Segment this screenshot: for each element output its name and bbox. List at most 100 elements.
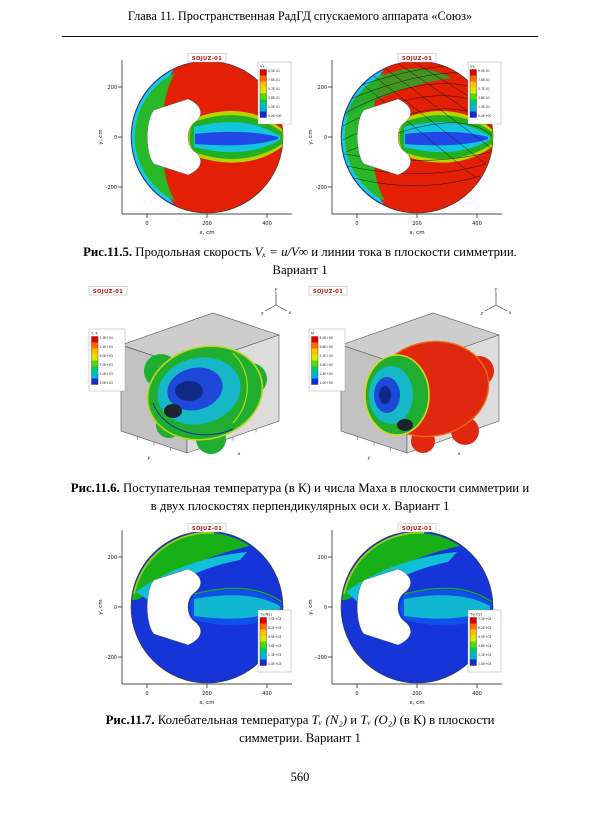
fig-11-5-caption: Рис.11.5. Продольная скорость Vₓ = u/V∞ … — [40, 243, 560, 279]
caption-formula: Vₓ = u/V∞ — [254, 245, 308, 259]
caption-line1: Рис.11.7. Колебательная температура Tᵥ (… — [40, 711, 560, 729]
legend-tick: 4.9E+03 — [478, 635, 491, 639]
triad-z-label: z — [480, 312, 484, 317]
fig-11-7-left-plot: SOJUZ-01 Tv(N2) 7.5E+03 6.2E+03 4.9E+03 … — [92, 522, 298, 707]
legend-tick: 1.0E+03 — [478, 662, 491, 666]
legend-tick: 3.8E-01 — [268, 96, 280, 100]
plot-title: SOJUZ-01 — [88, 286, 128, 296]
outside-mask — [92, 52, 298, 237]
legend-tick: 4.9E+03 — [268, 635, 281, 639]
triad-y-label: y — [274, 288, 278, 293]
triad-y-label: y — [494, 288, 498, 293]
header-divider — [62, 36, 538, 37]
y-axis-label: y, cm — [98, 129, 104, 144]
legend-tick: 7.0E+03 — [100, 363, 113, 367]
legend-tick: 2.3E+03 — [268, 653, 281, 657]
legend-tick: 5.2E+00 — [320, 354, 333, 358]
figure-label: Рис.11.5. — [83, 245, 133, 259]
legend-tick: 2.4E+00 — [320, 372, 333, 376]
x-axis-label: x, cm — [409, 230, 424, 236]
x-tick: 0 — [145, 221, 148, 227]
fig-11-7-right-plot: SOJUZ-01 Tv(O2) 7.5E+03 6.2E+03 4.9E+03 … — [302, 522, 508, 707]
caption-text: Колебательная температура — [157, 713, 309, 727]
outside-mask — [302, 522, 508, 707]
y-tick: 0 — [114, 605, 117, 611]
legend-tick: 6.2E+03 — [478, 626, 491, 630]
plot-title-text: SOJUZ-01 — [313, 289, 343, 295]
outside-mask — [92, 522, 298, 707]
legend-title: T, K — [90, 332, 98, 336]
y-tick: -200 — [316, 655, 327, 661]
triad-z-label: z — [260, 312, 264, 317]
y-tick: 200 — [107, 85, 117, 91]
isosurface — [364, 340, 494, 453]
fig-11-5-right-plot: SOJUZ-01 Vx 9.5E-01 7.6E-01 5.7E-01 3.8E… — [302, 52, 508, 237]
plot-title-text: SOJUZ-01 — [93, 289, 123, 295]
x-tick: 200 — [202, 691, 212, 697]
legend-tick: 3.0E+03 — [100, 381, 113, 385]
triad-x-label: x — [508, 311, 512, 316]
x-tick: 0 — [355, 221, 358, 227]
axis-triad — [484, 292, 508, 312]
x-axis-label: x — [457, 452, 461, 457]
y-tick: 0 — [324, 605, 327, 611]
x-tick: 200 — [412, 691, 422, 697]
legend-tick: 7.6E-01 — [268, 78, 280, 82]
colorbar — [469, 617, 477, 666]
legend-tick: 6.2E+03 — [268, 626, 281, 630]
y-tick: -200 — [106, 655, 117, 661]
x-tick: 400 — [472, 221, 482, 227]
x-axis-label: x, cm — [199, 230, 214, 236]
plot-title-text: SOJUZ-01 — [192, 526, 222, 532]
x-tick: 400 — [262, 691, 272, 697]
caption-text: в двух плоскостях перпендикулярных оси — [150, 499, 383, 513]
triad-x-label: x — [288, 311, 292, 316]
y-axis-label: y, cm — [98, 599, 104, 614]
x-tick: 0 — [145, 691, 148, 697]
colorbar — [469, 69, 477, 118]
isosurface — [144, 345, 267, 454]
legend-title: Vx — [260, 65, 265, 69]
axes — [118, 530, 292, 688]
legend-title: M — [311, 332, 314, 336]
legend-tick: 1.9E-01 — [268, 105, 280, 109]
legend-tick: 5.0E+03 — [100, 372, 113, 376]
figure-11-5: SOJUZ-01 Vx 9.5E-01 7.6E-01 5.7E-01 3.8E… — [92, 52, 508, 237]
caption-text: Продольная скорость — [135, 245, 252, 259]
x-tick: 400 — [262, 221, 272, 227]
legend-tick: 9.5E-01 — [478, 69, 490, 73]
x-tick: 0 — [355, 691, 358, 697]
y-tick: 200 — [317, 85, 327, 91]
axis-triad — [264, 292, 288, 312]
legend-tick: 6.6E+00 — [320, 345, 333, 349]
plot-title: SOJUZ-01 — [187, 53, 227, 63]
fig-11-7-caption: Рис.11.7. Колебательная температура Tᵥ (… — [40, 711, 560, 747]
y-tick: 0 — [324, 135, 327, 141]
caption-text: . Вариант 1 — [387, 499, 450, 513]
legend-tick: 1.9E-01 — [478, 105, 490, 109]
caption-text: и — [350, 713, 358, 727]
colorbar — [259, 69, 267, 118]
page-number: 560 — [290, 770, 310, 784]
legend-tick: 9.5E-01 — [268, 69, 280, 73]
y-tick: 200 — [317, 555, 327, 561]
legend-tick: 2.3E+03 — [478, 653, 491, 657]
axes — [118, 60, 292, 218]
legend-tick: 7.6E-01 — [478, 78, 490, 82]
colorbar-legend: Vx 9.5E-01 7.6E-01 5.7E-01 3.8E-01 1.9E-… — [257, 61, 292, 125]
legend-tick: 3.8E-01 — [478, 96, 490, 100]
y-axis-label: y, cm — [308, 599, 314, 614]
caption-line1: Рис.11.5. Продольная скорость Vₓ = u/V∞ … — [40, 243, 560, 261]
caption-formula: Tᵥ (O₂) — [360, 713, 397, 727]
legend-title: Vx — [470, 65, 475, 69]
colorbar-legend: Tv(N2) 7.5E+03 6.2E+03 4.9E+03 3.6E+03 2… — [257, 609, 292, 673]
legend-tick: 1.1E+04 — [100, 345, 113, 349]
colorbar — [311, 336, 319, 385]
legend-tick: 5.7E-01 — [268, 87, 280, 91]
x-axis-label: x, cm — [199, 700, 214, 706]
y-tick: -200 — [316, 185, 327, 191]
legend-title: Tv(O2) — [469, 613, 483, 617]
plot-title: SOJUZ-01 — [187, 523, 227, 533]
axes — [328, 60, 502, 218]
